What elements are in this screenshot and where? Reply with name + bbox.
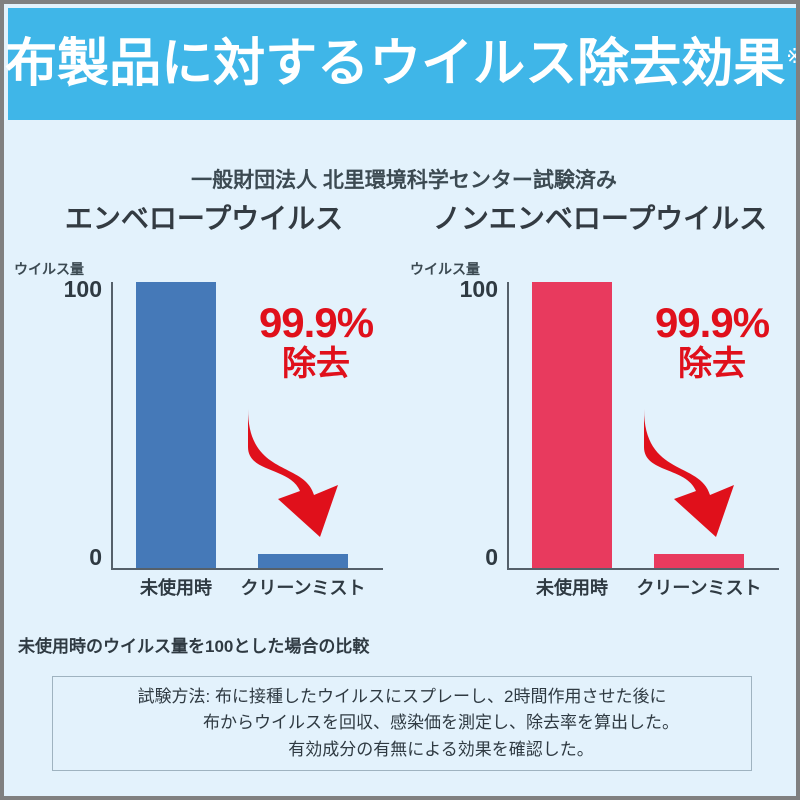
chart-envelope-virus: エンベロープウイルス ウイルス量 100 0 未使用時 クリーンミスト 99.9… — [6, 203, 402, 604]
method-line-3: 有効成分の有無による効果を確認した。 — [288, 739, 594, 759]
bar-fill-treated — [654, 553, 744, 568]
down-arrow-icon — [248, 409, 338, 537]
bar-fill-untreated — [136, 282, 216, 568]
y-axis-label: ウイルス量 — [14, 261, 84, 277]
y-axis-line — [507, 282, 509, 570]
page-title-text: 布製品に対するウイルス除去効果 — [5, 35, 786, 93]
bar-treated — [654, 282, 744, 568]
y-axis-line — [111, 282, 113, 570]
bar-fill-untreated — [532, 282, 612, 568]
comparison-note: 未使用時のウイルス量を100とした場合の比較 — [18, 637, 370, 656]
chart-non-envelope-virus: ノンエンベロープウイルス ウイルス量 100 0 未使用時 クリーンミスト 99… — [402, 203, 796, 604]
x-label-treated: クリーンミスト — [636, 578, 762, 598]
y-axis-label: ウイルス量 — [410, 261, 480, 277]
method-line-1: 試験方法: 布に接種したウイルスにスプレーし、2時間作用させた後に — [137, 686, 667, 706]
bar-fill-treated — [258, 553, 348, 568]
x-label-treated: クリーンミスト — [240, 578, 366, 598]
certification-subtitle: 一般財団法人 北里環境科学センター試験済み — [191, 169, 617, 192]
x-axis-line — [507, 568, 779, 570]
bar-untreated — [532, 282, 612, 568]
header-banner: 布製品に対するウイルス除去効果※ — [5, 8, 796, 120]
x-label-untreated: 未使用時 — [140, 578, 212, 598]
page-title: 布製品に対するウイルス除去効果※ — [5, 35, 796, 93]
chart-title: エンベロープウイルス — [64, 203, 344, 234]
method-box: 試験方法: 布に接種したウイルスにスプレーし、2時間作用させた後に 布からウイル… — [52, 676, 752, 771]
y-tick-100: 100 — [459, 276, 498, 302]
down-arrow-icon — [644, 409, 734, 537]
x-label-untreated: 未使用時 — [536, 578, 608, 598]
y-tick-0: 0 — [485, 544, 498, 570]
x-axis-line — [111, 568, 383, 570]
bar-untreated — [136, 282, 216, 568]
chart-title: ノンエンベロープウイルス — [432, 203, 768, 234]
y-tick-0: 0 — [89, 544, 102, 570]
bar-treated — [258, 282, 348, 568]
method-line-2: 布からウイルスを回収、感染価を測定し、除去率を算出した。 — [203, 713, 679, 733]
y-tick-100: 100 — [63, 276, 102, 302]
asterisk-mark: ※ — [786, 46, 796, 68]
